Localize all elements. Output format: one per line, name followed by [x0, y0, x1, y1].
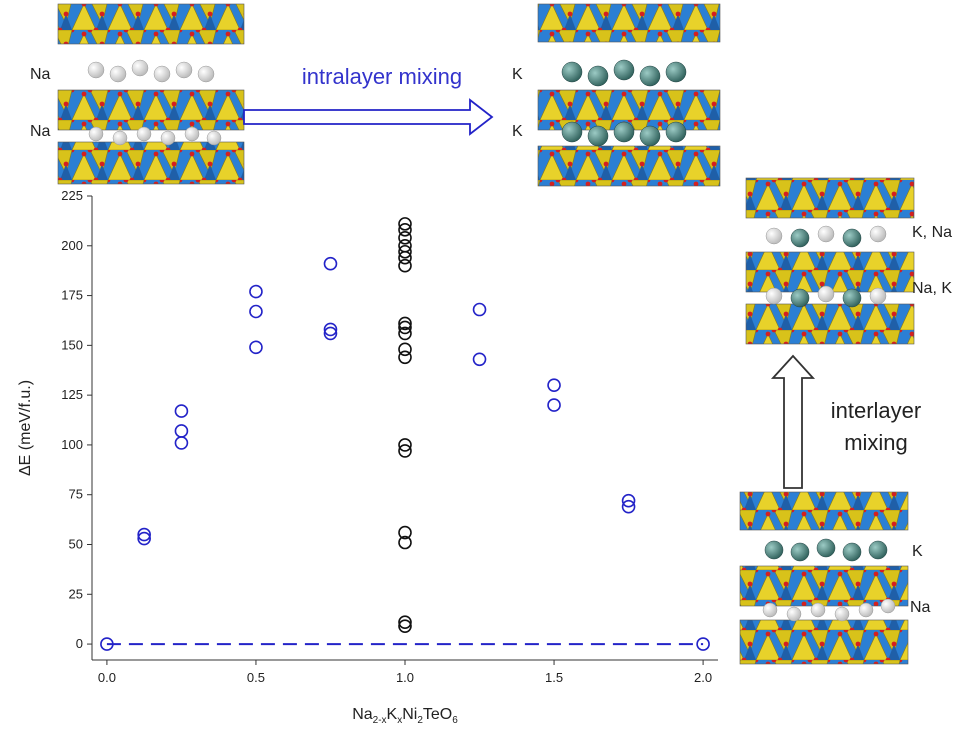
y-tick-label: 150 [61, 337, 83, 352]
data-point-blue [621, 493, 636, 508]
data-point-blue [696, 637, 710, 651]
y-tick-label: 50 [69, 536, 83, 551]
data-point-blue [174, 436, 189, 450]
structure-bottom-right: K Na [739, 491, 931, 665]
na-ions-bottom [762, 598, 896, 622]
data-point-blue [249, 340, 263, 355]
x-tick-label: 0.0 [98, 670, 116, 685]
data-point-black [398, 619, 412, 633]
y-tick-label: 0 [76, 636, 83, 651]
y-tick-label: 100 [61, 437, 83, 452]
data-point-blue [323, 326, 338, 341]
data-point-blue [137, 527, 151, 542]
structure-label-na-upper: Na [30, 66, 51, 83]
data-point-blue [547, 398, 561, 412]
intralayer-arrow: intralayer mixing [243, 64, 494, 136]
data-point-blue [621, 499, 636, 514]
data-point-black [398, 350, 412, 365]
data-point-blue [323, 256, 338, 271]
data-point-black [398, 258, 412, 273]
data-point-blue [100, 637, 114, 651]
data-point-black [398, 223, 412, 237]
interlayer-mixing-label-line2: mixing [844, 430, 908, 455]
data-point-black [398, 316, 412, 331]
data-point-black [398, 444, 412, 458]
structure-right-mixed: K, Na Na, K [745, 177, 952, 345]
data-point-blue [174, 404, 189, 418]
y-tick-label: 125 [61, 387, 83, 402]
y-tick-label: 175 [61, 288, 83, 303]
data-point-black [398, 525, 412, 540]
x-tick-label: 1.0 [396, 670, 414, 685]
data-point-blue [249, 304, 263, 319]
structure-label-na-lower: Na [30, 123, 51, 140]
structure-label-na-k: Na, K [912, 280, 952, 297]
intralayer-mixing-label: intralayer mixing [302, 64, 462, 89]
data-point-black [398, 217, 412, 231]
k-ions [561, 59, 687, 147]
y-axis-ticks: 0 25 50 75 100 125 150 175 200 225 [61, 188, 92, 651]
x-axis-title: Na2-xKxNi2TeO6 [352, 706, 458, 726]
data-point-black [398, 535, 412, 550]
structure-label-k-lower: K [512, 123, 523, 140]
na-ions [87, 59, 222, 146]
mixed-ions-upper [765, 225, 887, 248]
data-point-blue [249, 284, 263, 299]
data-points [100, 217, 710, 651]
interlayer-mixing-label-line1: interlayer [831, 398, 921, 423]
data-point-black [398, 238, 412, 253]
x-tick-label: 1.5 [545, 670, 563, 685]
data-point-blue [547, 378, 561, 392]
mixed-ions-lower [765, 285, 887, 308]
y-tick-label: 200 [61, 238, 83, 253]
structure-top-right: K K [512, 3, 721, 187]
y-tick-label: 75 [69, 487, 83, 502]
interlayer-arrow: interlayer mixing [770, 354, 921, 489]
data-point-blue [137, 531, 151, 546]
data-point-black [398, 326, 412, 341]
data-point-blue [174, 424, 189, 438]
data-point-black [398, 342, 412, 357]
data-point-black [398, 231, 412, 245]
y-tick-label: 225 [61, 188, 83, 203]
structure-top-left: Na Na [30, 3, 245, 185]
data-point-blue [472, 302, 487, 317]
y-tick-label: 25 [69, 586, 83, 601]
x-axis-ticks: 0.0 0.5 1.0 1.5 2.0 [98, 660, 712, 685]
structure-label-na-bottom: Na [910, 599, 931, 616]
structure-label-k-na: K, Na [912, 224, 952, 241]
data-point-black [398, 615, 412, 629]
y-axis-title: ΔE (meV/f.u.) [17, 380, 34, 476]
x-tick-label: 2.0 [694, 670, 712, 685]
structure-label-k-bottom: K [912, 543, 923, 560]
plot-area: 0 25 50 75 100 125 150 175 200 225 0.0 0.5 1.0 1.5 2.… [17, 188, 718, 726]
structure-label-k-upper: K [512, 66, 523, 83]
data-point-black [398, 320, 412, 335]
data-point-blue [323, 322, 338, 337]
data-point-black [398, 438, 412, 452]
data-point-blue [472, 352, 487, 367]
x-tick-label: 0.5 [247, 670, 265, 685]
data-point-black [398, 244, 412, 259]
k-ions-bottom [764, 538, 888, 562]
